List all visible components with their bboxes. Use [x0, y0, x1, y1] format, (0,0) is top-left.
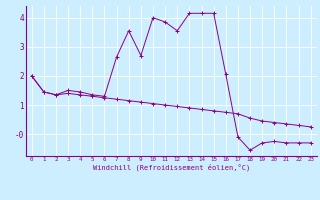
X-axis label: Windchill (Refroidissement éolien,°C): Windchill (Refroidissement éolien,°C): [92, 164, 250, 171]
